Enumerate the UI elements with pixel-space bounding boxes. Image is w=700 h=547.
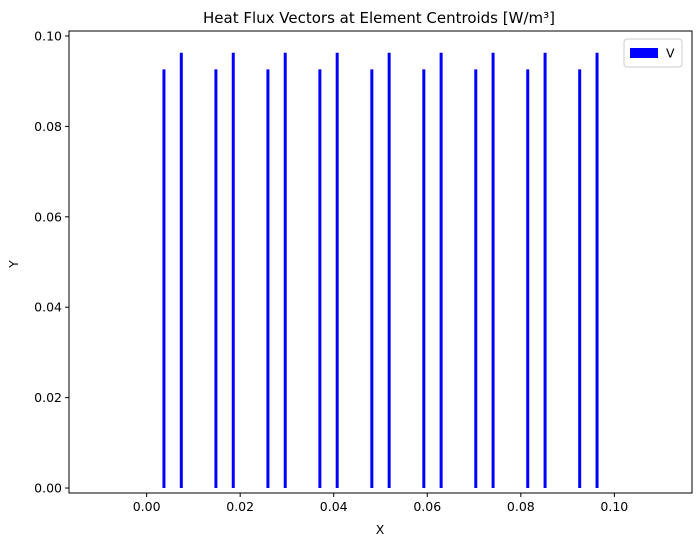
x-tick-label-4: 0.06 — [413, 499, 441, 514]
legend-label: V — [666, 46, 675, 61]
plot-area: 0.00 0.02 0.04 0.06 0.08 0.10 0.00 0.02 0.04 0.06… — [34, 28, 693, 514]
legend-swatch — [630, 48, 658, 58]
y-tick-label-1: 0.00 — [34, 481, 62, 496]
y-tick-label-2: 0.02 — [34, 390, 62, 405]
y-tick-label-4: 0.06 — [34, 209, 62, 224]
chart-title: Heat Flux Vectors at Element Centroids [… — [203, 9, 555, 27]
x-tick-label-3: 0.04 — [320, 499, 348, 514]
x-axis-label: X — [376, 522, 385, 537]
y-tick-label-3: 0.04 — [34, 300, 62, 315]
y-tick-label-6: 0.10 — [34, 28, 62, 43]
axes-frame — [68, 30, 693, 494]
x-tick-label-1: 0.00 — [133, 499, 161, 514]
y-tick-label-5: 0.08 — [34, 119, 62, 134]
y-axis-label: Y — [6, 260, 21, 269]
x-tick-label-2: 0.02 — [226, 499, 254, 514]
x-tick-label-6: 0.10 — [600, 499, 628, 514]
x-tick-label-5: 0.08 — [507, 499, 535, 514]
